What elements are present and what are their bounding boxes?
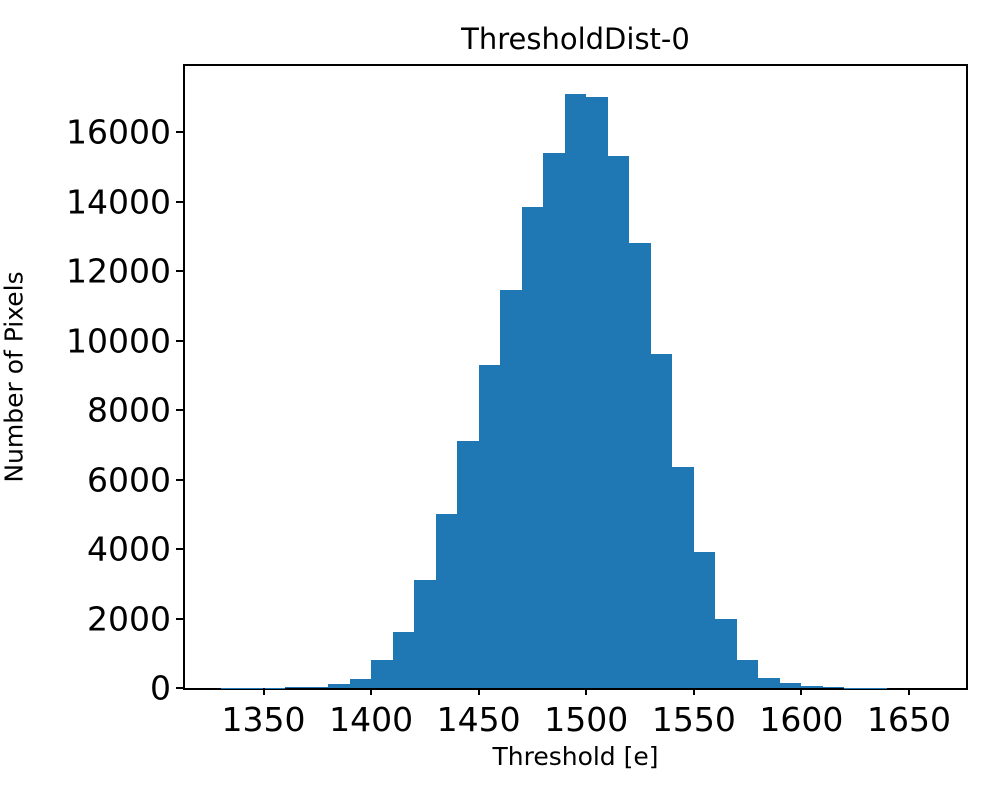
histogram-bar [543, 152, 565, 688]
histogram-bar [693, 552, 716, 688]
y-tick-label: 4000 [87, 529, 171, 569]
histogram-bar [672, 467, 694, 688]
y-tick-label: 0 [150, 668, 171, 708]
y-tick-mark [176, 270, 183, 273]
x-tick-label: 1650 [866, 700, 951, 739]
x-tick-mark [477, 688, 480, 695]
y-tick-label: 12000 [66, 251, 171, 291]
x-tick-label: 1400 [329, 700, 414, 739]
x-tick-mark [907, 688, 910, 695]
y-tick-mark [176, 409, 183, 411]
chart-title: ThresholdDist-0 [461, 22, 690, 56]
histogram-bar [801, 685, 823, 688]
histogram-bar [349, 678, 372, 688]
histogram-bar [715, 618, 737, 688]
x-axis-label: Threshold [e] [492, 742, 659, 771]
x-tick-mark [585, 688, 588, 695]
y-tick-mark [176, 339, 183, 342]
bars-layer [185, 66, 966, 688]
y-tick-mark [176, 548, 183, 550]
histogram-bar [306, 686, 329, 688]
plot-area: 1350 1400 1450 1500 1550 1600 1650 0 2000 4000 60… [66, 64, 968, 739]
histogram-bar [650, 354, 673, 688]
y-tick-mark [176, 131, 183, 134]
histogram-bar [736, 660, 759, 688]
x-tick-label: 1600 [759, 700, 844, 739]
y-tick-mark [176, 687, 183, 689]
x-tick-mark [800, 688, 803, 695]
y-tick-label: 16000 [66, 112, 171, 152]
histogram-bar [478, 364, 501, 688]
histogram-bar [457, 441, 479, 688]
y-tick-label: 14000 [66, 182, 171, 222]
x-tick-label: 1550 [651, 700, 736, 739]
histogram-bar [607, 156, 630, 688]
x-tick-mark [370, 688, 373, 695]
y-tick-label: 2000 [87, 599, 171, 638]
y-axis-ticks: 0 2000 4000 6000 8000 10000 12000 14000 16000 [66, 66, 966, 708]
histogram-bar [586, 97, 608, 688]
histogram-bar [629, 243, 651, 688]
histogram-bar [564, 93, 587, 688]
histogram-bar [392, 632, 415, 688]
x-tick-label: 1500 [544, 700, 629, 739]
y-tick-mark [176, 200, 183, 203]
histogram-bar [521, 206, 544, 688]
histogram-bar [371, 660, 393, 688]
y-tick-label: 10000 [66, 321, 171, 360]
y-tick-mark [176, 617, 183, 620]
y-tick-label: 6000 [87, 460, 171, 499]
x-tick-label: 1450 [436, 700, 521, 739]
y-axis-label: Number of Pixels [0, 271, 29, 483]
histogram-bar [414, 580, 436, 688]
x-tick-mark [692, 688, 695, 695]
y-tick-mark [176, 478, 183, 481]
x-axis-ticks: 1350 1400 1450 1500 1550 1600 1650 [185, 66, 966, 739]
x-tick-mark [262, 688, 265, 695]
x-tick-label: 1350 [221, 700, 306, 739]
histogram-bar [500, 290, 522, 688]
histogram-bar [758, 677, 780, 688]
histogram-bar [285, 687, 307, 688]
histogram-bar [328, 684, 350, 688]
y-tick-label: 8000 [87, 390, 171, 430]
histogram-bar [822, 687, 845, 688]
histogram-bar [435, 514, 458, 688]
histogram-bar [779, 683, 802, 688]
